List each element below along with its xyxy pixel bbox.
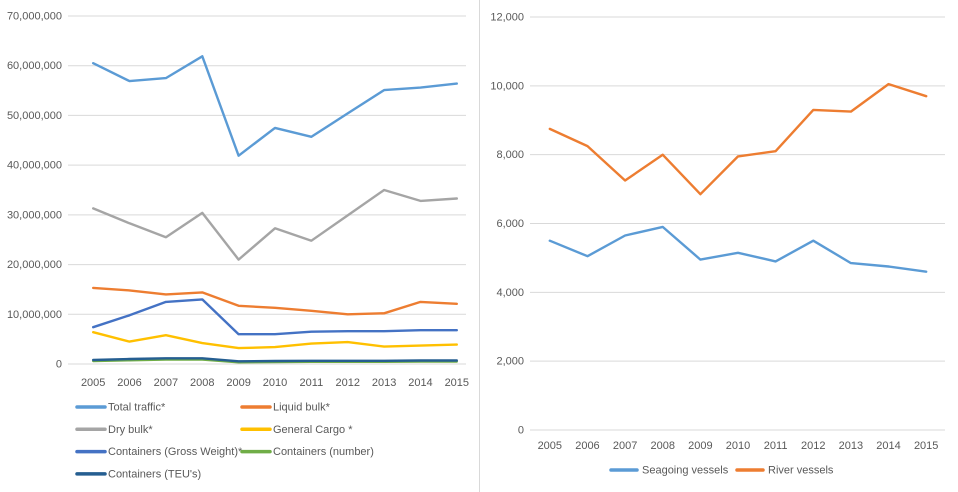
legend-item: Dry bulk* <box>75 424 153 436</box>
y-tick-label: 2,000 <box>496 356 524 368</box>
x-tick-label: 2010 <box>263 377 287 389</box>
legend-item: Containers (TEU's) <box>75 468 201 480</box>
series-line-liquid-bulk <box>91 286 458 316</box>
series-line-containers-teu-s <box>91 357 458 363</box>
legend-item: Liquid bulk* <box>240 402 331 414</box>
cargo-traffic-chart: 0 10,000,000 20,000,000 30,000,000 40,000,00… <box>7 11 469 481</box>
series-line-dry-bulk <box>91 188 458 261</box>
x-tick-label: 2008 <box>190 377 214 389</box>
x-tick-label: 2006 <box>117 377 141 389</box>
y-tick-label: 12,000 <box>490 12 524 24</box>
x-tick-label: 2006 <box>575 440 599 452</box>
x-tick-label: 2009 <box>688 440 712 452</box>
legend-item: River vessels <box>735 465 834 477</box>
legend-label: River vessels <box>768 465 834 477</box>
legend-label: Liquid bulk* <box>273 402 331 414</box>
legend-item: Total traffic* <box>75 402 166 414</box>
y-tick-label: 4,000 <box>496 287 524 299</box>
x-tick-label: 2011 <box>300 377 324 389</box>
legend-item: Seagoing vessels <box>609 465 729 477</box>
legend-label: Containers (TEU's) <box>108 468 201 480</box>
y-tick-label: 30,000,000 <box>7 209 62 221</box>
x-tick-label: 2011 <box>764 440 788 452</box>
y-tick-label: 0 <box>518 425 524 437</box>
y-tick-label: 70,000,000 <box>7 11 62 23</box>
x-tick-label: 2008 <box>650 440 674 452</box>
legend-item: General Cargo * <box>240 424 353 436</box>
x-tick-label: 2012 <box>335 377 359 389</box>
y-tick-label: 40,000,000 <box>7 160 62 172</box>
x-tick-label: 2013 <box>372 377 396 389</box>
series-line-total-traffic <box>91 55 458 157</box>
y-tick-label: 0 <box>56 359 62 371</box>
x-tick-label: 2014 <box>408 377 432 389</box>
vessel-count-chart: 0 2,000 4,000 6,000 8,000 10,000 12,000 2005 200… <box>490 12 945 477</box>
legend-label: Containers (Gross Weight)* <box>108 446 243 458</box>
x-tick-label: 2009 <box>226 377 250 389</box>
legend-label: Dry bulk* <box>108 424 153 436</box>
series-line-seagoing-vessels <box>548 225 928 273</box>
y-tick-label: 50,000,000 <box>7 110 62 122</box>
series-line-containers-gross-weight <box>91 298 458 336</box>
legend-label: Seagoing vessels <box>642 465 729 477</box>
x-tick-label: 2015 <box>914 440 938 452</box>
series-line-general-cargo <box>91 331 458 350</box>
y-tick-label: 10,000 <box>490 80 524 92</box>
x-tick-label: 2012 <box>801 440 825 452</box>
x-tick-label: 2007 <box>613 440 637 452</box>
x-tick-label: 2005 <box>538 440 562 452</box>
x-tick-label: 2007 <box>154 377 178 389</box>
legend-item: Containers (Gross Weight)* <box>75 446 243 458</box>
legend-item: Containers (number) <box>240 446 374 458</box>
x-tick-label: 2013 <box>839 440 863 452</box>
x-tick-label: 2005 <box>81 377 105 389</box>
x-tick-label: 2014 <box>876 440 900 452</box>
y-tick-label: 10,000,000 <box>7 309 62 321</box>
x-tick-label: 2015 <box>445 377 469 389</box>
y-tick-label: 60,000,000 <box>7 60 62 72</box>
y-tick-label: 6,000 <box>496 218 524 230</box>
legend-label: General Cargo * <box>273 424 353 436</box>
y-tick-label: 20,000,000 <box>7 259 62 271</box>
legend-label: Total traffic* <box>108 402 166 414</box>
legend-label: Containers (number) <box>273 446 374 458</box>
x-tick-label: 2010 <box>726 440 750 452</box>
series-line-river-vessels <box>548 82 928 196</box>
y-tick-label: 8,000 <box>496 149 524 161</box>
